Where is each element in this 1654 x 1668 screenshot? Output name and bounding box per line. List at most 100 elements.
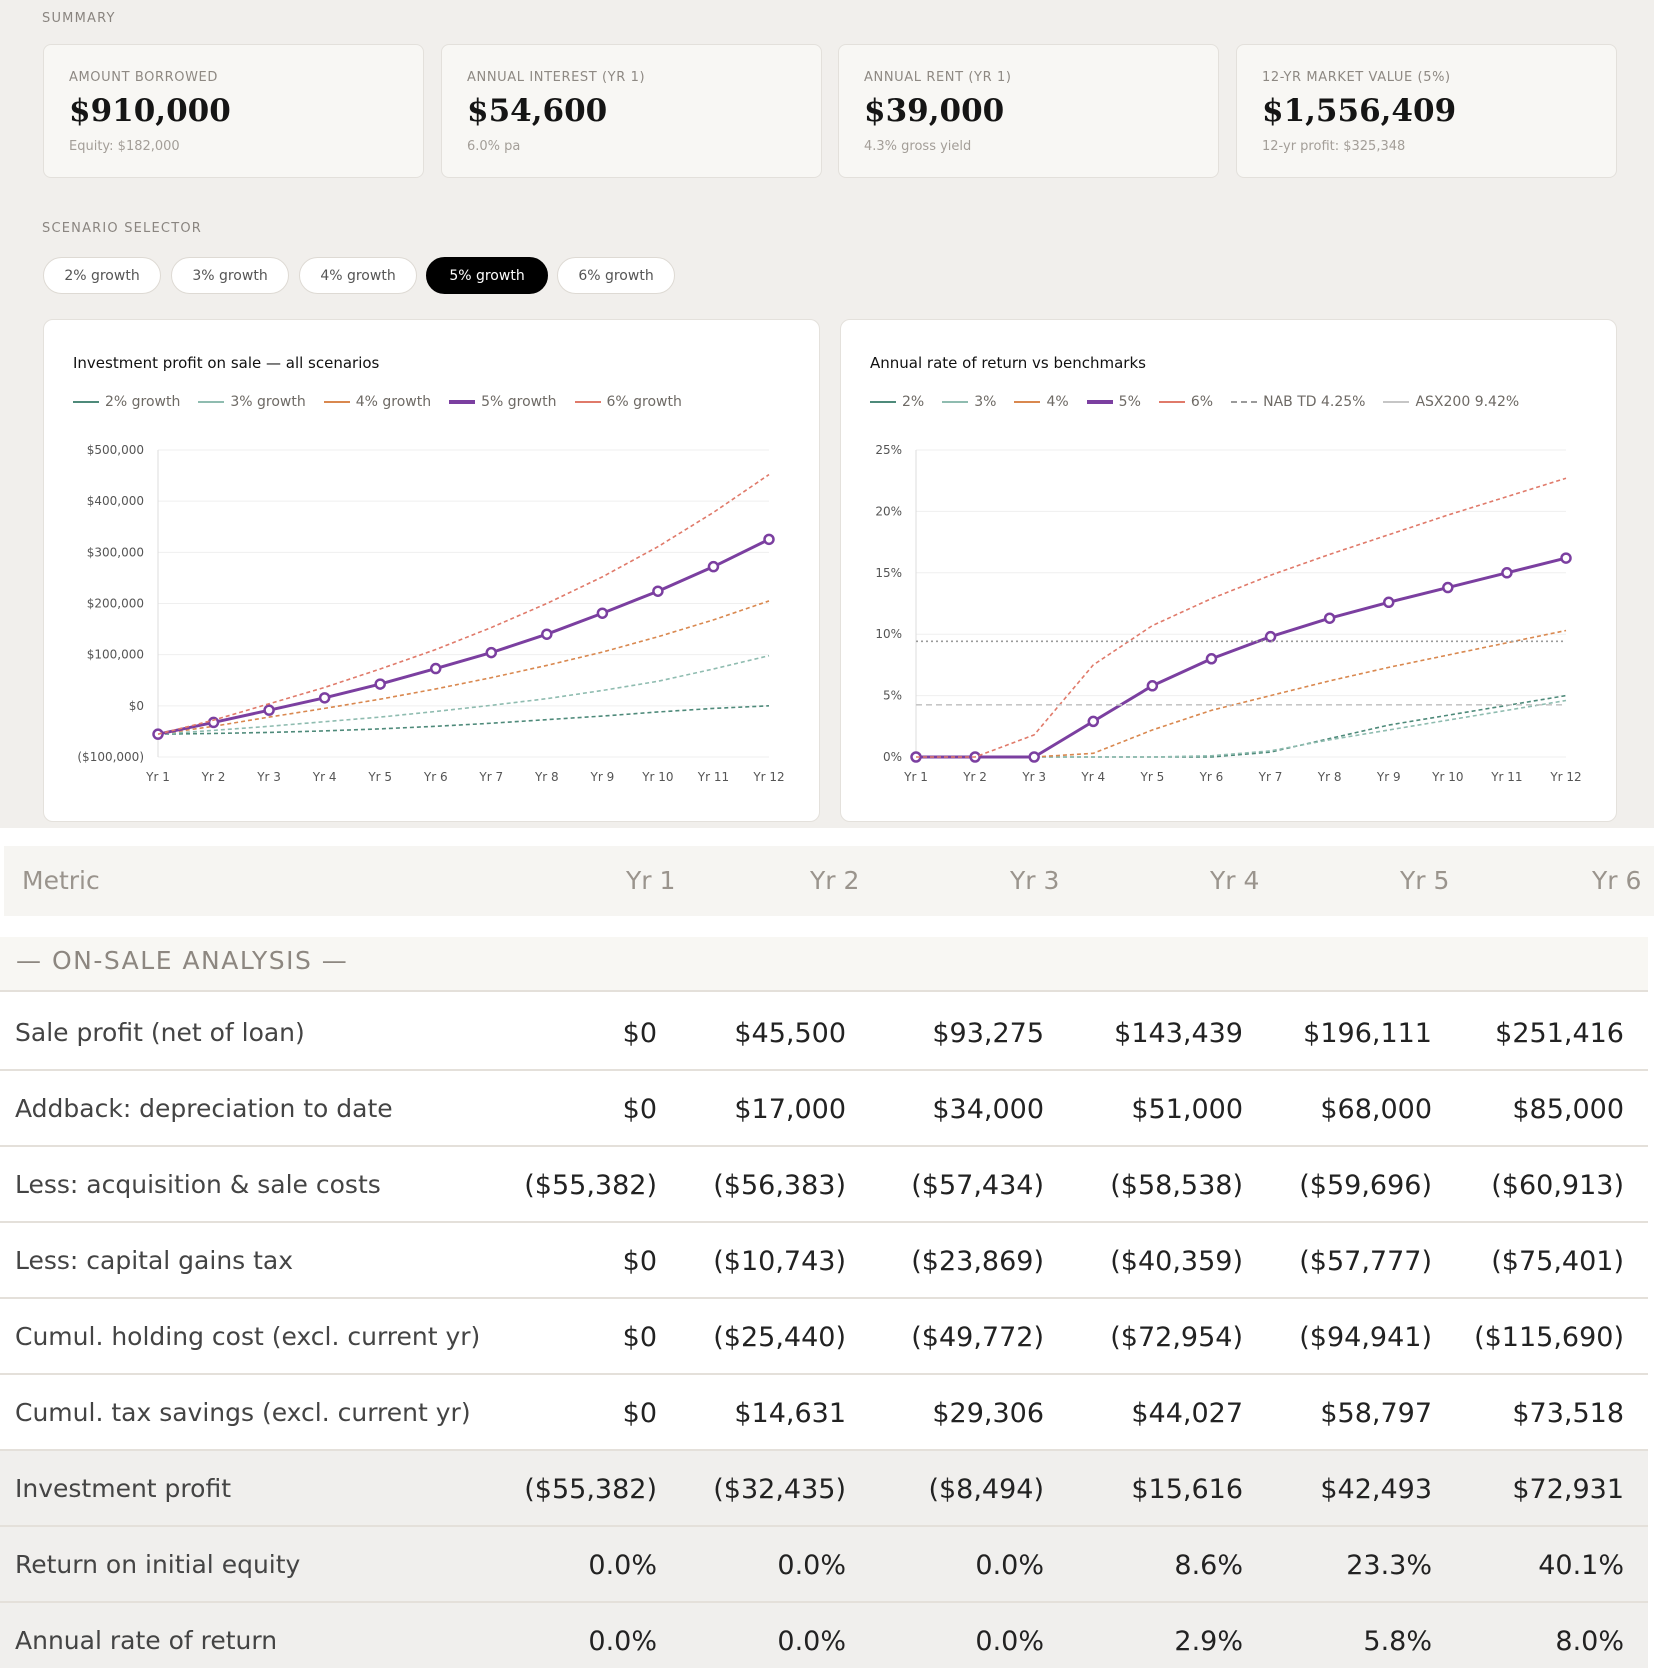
data-point-5-growth [485, 646, 498, 659]
legend-item-5-growth: 5% growth [449, 394, 557, 410]
card-label: AMOUNT BORROWED [69, 70, 218, 85]
table-cell-yr6: $251,416 [1495, 1018, 1624, 1049]
table-cell-yr5: $42,493 [1320, 1474, 1432, 1505]
row-label: Return on initial equity [15, 1550, 301, 1579]
table-cell-yr6: $72,931 [1512, 1474, 1624, 1505]
legend-label: 6% growth [606, 394, 682, 410]
profit-chart-card: ($100,000) $0 $100,000 $200,000 $300,000 $400… [43, 319, 820, 822]
table-row-cumul-tax-savings-excl-current-yr: Cumul. tax savings (excl. current yr) $0 $… [0, 1375, 1648, 1451]
header-yr1: Yr 1 [626, 866, 676, 895]
table-cell-yr1: $0 [622, 1094, 657, 1125]
scenario-6-growth-button[interactable]: 6% growth [557, 257, 675, 294]
table-cell-yr3: 0.0% [975, 1550, 1044, 1581]
row-label: Annual rate of return [15, 1626, 278, 1655]
legend-label: 6% [1190, 394, 1214, 410]
data-point-5 [1146, 680, 1159, 692]
data-point-5 [1028, 751, 1040, 763]
x-tick-label: Yr 2 [962, 770, 987, 784]
scenario-4-growth-button[interactable]: 4% growth [299, 257, 417, 294]
legend-swatch [73, 401, 99, 403]
legend-label: 3% growth [230, 394, 306, 410]
header-yr3: Yr 3 [1010, 866, 1060, 895]
x-tick-label: Yr 5 [367, 770, 392, 784]
table-cell-yr3: 0.0% [975, 1626, 1044, 1657]
profit-chart: ($100,000) $0 $100,000 $200,000 $300,000 $400… [77, 443, 784, 784]
x-tick-label: Yr 3 [256, 770, 281, 784]
return-chart-title: Annual rate of return vs benchmarks [870, 354, 1146, 372]
table-row-addback-depreciation-to-date: Addback: depreciation to date $0 $17,000 $3… [0, 1071, 1648, 1147]
table-row-investment-profit: Investment profit ($55,382) ($32,435) ($8,4… [0, 1451, 1648, 1527]
table-cell-yr6: 40.1% [1538, 1550, 1624, 1581]
series-line-2-growth [157, 705, 770, 735]
x-tick-label: Yr 1 [903, 770, 928, 784]
table-cell-yr2: 0.0% [777, 1626, 846, 1657]
scenario-2-growth-button[interactable]: 2% growth [43, 257, 161, 294]
scenario-3-growth-button[interactable]: 3% growth [171, 257, 289, 294]
data-point-5-growth [596, 607, 609, 619]
table-cell-yr4: 8.6% [1174, 1550, 1243, 1581]
legend-swatch [1014, 401, 1041, 403]
data-point-5-growth [429, 662, 442, 675]
card-subtext: 6.0% pa [467, 139, 521, 154]
table-cell-yr4: $143,439 [1114, 1018, 1243, 1049]
x-tick-label: Yr 12 [1549, 770, 1581, 784]
table-cell-yr5: ($94,941) [1299, 1322, 1432, 1353]
legend-label: 2% growth [105, 394, 181, 410]
table-row-less-acquisition-sale-costs: Less: acquisition & sale costs ($55,382) (… [0, 1147, 1648, 1223]
legend-label: ASX200 9.42% [1415, 394, 1520, 410]
y-tick-label: $0 [129, 699, 144, 713]
table-cell-yr3: ($23,869) [911, 1246, 1044, 1277]
x-tick-label: Yr 12 [752, 770, 784, 784]
legend-swatch [198, 401, 225, 403]
row-label: Cumul. holding cost (excl. current yr) [15, 1322, 481, 1351]
legend-swatch [1158, 401, 1185, 403]
series-line-3 [916, 699, 1567, 758]
x-tick-label: Yr 5 [1140, 770, 1165, 784]
table-row-annual-rate-of-return: Annual rate of return 0.0% 0.0% 0.0% 2.9% 5.8… [0, 1603, 1648, 1668]
scenario-5-growth-button[interactable]: 5% growth [426, 257, 548, 294]
legend-item-3: 3% [942, 394, 996, 410]
data-point-5-growth [707, 560, 720, 573]
legend-item-2-growth: 2% growth [73, 394, 180, 410]
table-cell-yr6: ($75,401) [1491, 1246, 1624, 1277]
y-tick-label: $400,000 [87, 494, 144, 508]
y-tick-label: 5% [883, 689, 902, 703]
table-cell-yr6: $73,518 [1512, 1398, 1624, 1429]
legend-item-nab-td-4-25: NAB TD 4.25% [1231, 394, 1365, 410]
table-cell-yr2: ($10,743) [713, 1246, 846, 1277]
series-line-4 [916, 629, 1567, 758]
data-point-5-growth [374, 678, 386, 690]
legend-label: 3% [974, 394, 997, 410]
legend-label: NAB TD 4.25% [1263, 394, 1366, 410]
y-tick-label: 20% [875, 504, 902, 518]
legend-item-3-growth: 3% growth [198, 394, 306, 410]
header-metric: Metric [22, 866, 100, 895]
series-line-6-growth [157, 473, 770, 735]
table-cell-yr1: 0.0% [588, 1550, 657, 1581]
table-cell-yr6: $85,000 [1512, 1094, 1624, 1125]
return-chart: 0% 5% 10% 15% 20% 25% Yr 1 Yr 2 Yr 3 Yr 4 Yr 5 Yr 6… [875, 443, 1581, 784]
data-point-5 [1205, 653, 1218, 665]
table-cell-yr4: 2.9% [1174, 1626, 1243, 1657]
y-tick-label: $300,000 [87, 545, 144, 559]
table-cell-yr5: $68,000 [1320, 1094, 1432, 1125]
table-cell-yr6: ($60,913) [1491, 1170, 1624, 1201]
card-annual-rent: ANNUAL RENT (YR 1) $39,000 4.3% gross yi… [838, 44, 1219, 178]
series-line-5 [916, 556, 1567, 759]
table-cell-yr5: ($57,777) [1299, 1246, 1432, 1277]
y-tick-label: ($100,000) [77, 750, 144, 764]
x-tick-label: Yr 6 [1199, 770, 1224, 784]
table-cell-yr4: ($58,538) [1110, 1170, 1243, 1201]
data-point-5-growth [318, 692, 331, 704]
table-cell-yr6: ($115,690) [1474, 1322, 1624, 1353]
card-label: 12-YR MARKET VALUE (5%) [1262, 70, 1451, 85]
table-cell-yr4: $44,027 [1131, 1398, 1243, 1429]
x-tick-label: Yr 10 [641, 770, 673, 784]
card-amount-borrowed: AMOUNT BORROWED $910,000 Equity: $182,00… [43, 44, 424, 178]
table-cell-yr3: $29,306 [932, 1398, 1044, 1429]
card-subtext: 12-yr profit: $325,348 [1262, 139, 1406, 154]
x-tick-label: Yr 1 [145, 770, 170, 784]
legend-swatch [574, 401, 601, 403]
legend-swatch [1086, 400, 1113, 404]
legend-label: 5% [1118, 394, 1141, 410]
